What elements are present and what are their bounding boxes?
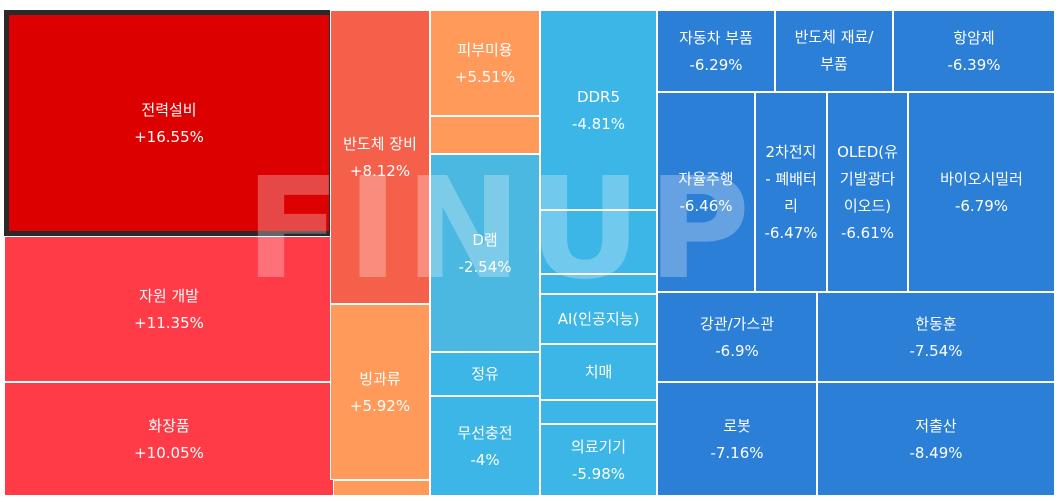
sector-tile-17[interactable]: 자율주행 -6.46% bbox=[657, 92, 755, 292]
sector-tile-1[interactable]: 전력설비 +16.55% bbox=[4, 10, 334, 236]
sector-name: 의료기기 bbox=[570, 437, 627, 456]
sector-change: -6.79% bbox=[954, 196, 1009, 215]
sector-name: 자율주행 bbox=[678, 169, 734, 188]
sector-change: +16.55% bbox=[134, 127, 204, 146]
sector-name: 항암제 bbox=[953, 28, 995, 47]
sector-name: 한동훈 bbox=[915, 314, 957, 333]
sector-tile-10[interactable]: DDR5 -4.81% bbox=[540, 10, 657, 210]
sector-name: 2차전지 - 폐배터 리 bbox=[765, 142, 817, 215]
sector-name: AI(인공지능) bbox=[557, 309, 640, 328]
sector-change: -2.54% bbox=[458, 257, 512, 276]
sector-change: -6.9% bbox=[715, 341, 759, 360]
sector-tile-6[interactable]: 피부미용 +5.51% bbox=[430, 10, 540, 116]
filler-tile[interactable] bbox=[540, 210, 657, 274]
sector-name: D램 bbox=[472, 230, 498, 249]
sector-change: +5.51% bbox=[454, 67, 516, 86]
sector-tile-2[interactable]: 자원 개발 +11.35% bbox=[4, 236, 334, 382]
sector-tile-19[interactable]: OLED(유 기발광다 이오드) -6.61% bbox=[827, 92, 908, 292]
sector-tile-18[interactable]: 2차전지 - 폐배터 리 -6.47% bbox=[755, 92, 827, 292]
sector-change: -6.47% bbox=[764, 223, 818, 242]
sector-tile-9[interactable]: 무선충전 -4% bbox=[430, 396, 540, 496]
sector-change: -7.54% bbox=[909, 341, 963, 360]
sector-name: 전력설비 bbox=[141, 100, 197, 119]
sector-change: -4.81% bbox=[571, 114, 626, 133]
sector-tile-8[interactable]: 정유 bbox=[430, 352, 540, 396]
sector-name: 자동차 부품 bbox=[679, 28, 753, 47]
sector-tile-3[interactable]: 화장품 +10.05% bbox=[4, 382, 334, 496]
sector-name: 로봇 bbox=[723, 416, 751, 435]
sector-name: DDR5 bbox=[576, 87, 621, 106]
sector-change: -6.61% bbox=[840, 223, 895, 242]
sector-name: 자원 개발 bbox=[139, 286, 199, 305]
sector-name: OLED(유 기발광다 이오드) bbox=[837, 142, 898, 215]
sector-change: -4% bbox=[470, 450, 500, 469]
sector-tile-7[interactable]: D램 -2.54% bbox=[430, 154, 540, 352]
sector-change: +8.12% bbox=[349, 161, 411, 180]
sector-name: 반도체 장비 bbox=[343, 134, 417, 153]
sector-name: 피부미용 bbox=[457, 40, 513, 59]
sector-tile-22[interactable]: 한동훈 -7.54% bbox=[817, 292, 1055, 382]
sector-change: -6.39% bbox=[947, 55, 1001, 74]
sector-tile-5[interactable]: 빙과류 +5.92% bbox=[330, 304, 430, 480]
sector-name: 강관/가스관 bbox=[699, 314, 775, 333]
sector-tile-21[interactable]: 강관/가스관 -6.9% bbox=[657, 292, 817, 382]
sector-tile-12[interactable]: 치매 bbox=[540, 344, 657, 400]
sector-name: 바이오시밀러 bbox=[940, 169, 1023, 188]
sector-name: 치매 bbox=[584, 362, 613, 381]
sector-tile-15[interactable]: 반도체 재료/ 부품 bbox=[775, 10, 893, 92]
filler-tile[interactable] bbox=[540, 400, 657, 424]
sector-change: +10.05% bbox=[134, 443, 204, 462]
sector-change: -6.29% bbox=[689, 55, 743, 74]
sector-tile-23[interactable]: 로봇 -7.16% bbox=[657, 382, 817, 496]
sector-change: -5.98% bbox=[571, 464, 626, 483]
sector-name: 저출산 bbox=[915, 416, 957, 435]
sector-tile-4[interactable]: 반도체 장비 +8.12% bbox=[330, 10, 430, 304]
sector-name: 빙과류 bbox=[359, 369, 401, 388]
sector-tile-20[interactable]: 바이오시밀러 -6.79% bbox=[908, 92, 1055, 292]
sector-change: -8.49% bbox=[909, 443, 963, 462]
sector-tile-14[interactable]: 자동차 부품 -6.29% bbox=[657, 10, 775, 92]
sector-change: -6.46% bbox=[679, 196, 733, 215]
sector-name: 무선충전 bbox=[457, 423, 513, 442]
sector-tile-13[interactable]: 의료기기 -5.98% bbox=[540, 424, 657, 496]
sector-name: 화장품 bbox=[148, 416, 190, 435]
sector-change: +5.92% bbox=[349, 396, 411, 415]
filler-tile[interactable] bbox=[430, 116, 540, 154]
sector-name: 정유 bbox=[471, 364, 499, 383]
filler-tile[interactable] bbox=[540, 274, 657, 294]
sector-name: 반도체 재료/ 부품 bbox=[794, 28, 874, 73]
sector-tile-16[interactable]: 항암제 -6.39% bbox=[893, 10, 1055, 92]
sector-tile-11[interactable]: AI(인공지능) bbox=[540, 294, 657, 344]
sector-change: -7.16% bbox=[710, 443, 764, 462]
sector-tile-24[interactable]: 저출산 -8.49% bbox=[817, 382, 1055, 496]
filler-tile[interactable] bbox=[330, 480, 430, 496]
sector-change: +11.35% bbox=[134, 313, 204, 332]
